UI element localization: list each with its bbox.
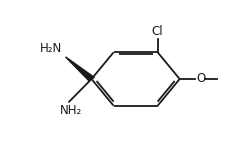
Text: NH₂: NH₂ bbox=[59, 104, 81, 117]
Text: H₂N: H₂N bbox=[40, 42, 62, 55]
Text: O: O bbox=[196, 73, 205, 85]
Polygon shape bbox=[65, 57, 94, 81]
Text: Cl: Cl bbox=[151, 25, 163, 38]
